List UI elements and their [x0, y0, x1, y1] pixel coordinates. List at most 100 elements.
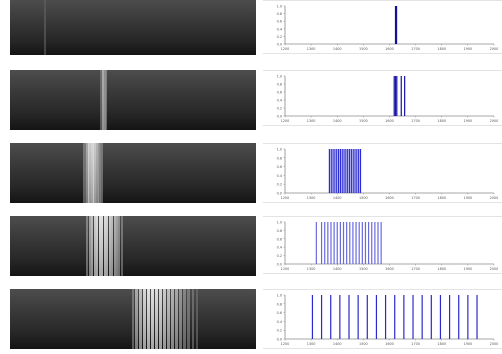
bar	[395, 6, 398, 44]
x-tick-label: 1900	[464, 342, 473, 346]
bar	[358, 149, 360, 193]
bar	[364, 222, 367, 264]
bar	[359, 149, 362, 193]
y-tick-label: 0.2	[277, 254, 282, 258]
y-tick-label: 0.0	[277, 192, 282, 196]
x-tick-label: 1200	[281, 47, 290, 51]
x-tick-label: 1800	[437, 119, 446, 123]
spectral-line	[143, 289, 147, 349]
bar	[327, 222, 329, 264]
x-tick-label: 1300	[307, 342, 316, 346]
spectral-line	[83, 143, 87, 203]
x-tick-label: 1400	[333, 267, 342, 271]
bar	[384, 295, 387, 339]
bar	[403, 295, 405, 339]
bar	[348, 295, 350, 339]
bar	[336, 149, 338, 193]
spectral-line	[86, 216, 89, 276]
x-tick-label: 1700	[411, 267, 420, 271]
y-tick-label: 0.8	[277, 12, 282, 16]
x-tick-label: 2000	[490, 267, 499, 271]
spectral-line	[132, 289, 134, 349]
bar	[371, 222, 373, 264]
y-tick-label: 1.0	[277, 294, 282, 298]
x-tick-label: 1600	[385, 342, 394, 346]
spectrum-strip-3	[10, 143, 256, 203]
y-tick-label: 0.2	[277, 107, 282, 111]
bar	[342, 222, 345, 264]
bar-chart-panel-5: 1.0 0.8 0.6 0.4 0.2 0.0 1200 1300 1400 1500 1600 17…	[263, 289, 502, 349]
bar	[315, 222, 317, 264]
spectrum-strip-4	[10, 216, 256, 276]
x-tick-label: 1800	[437, 47, 446, 51]
x-tick-label: 1600	[385, 267, 394, 271]
bar	[448, 295, 451, 339]
x-tick-label: 1400	[333, 342, 342, 346]
spectral-line	[116, 216, 118, 276]
bar	[356, 149, 358, 193]
bar	[358, 222, 360, 264]
bar	[320, 295, 323, 339]
y-tick-label: 1.0	[277, 75, 282, 79]
bar	[354, 149, 356, 193]
spectral-line	[159, 289, 163, 349]
x-tick-label: 1700	[411, 196, 420, 200]
spectral-line	[175, 289, 179, 349]
bar	[357, 295, 359, 339]
x-tick-label: 1700	[411, 47, 420, 51]
x-tick-label: 1300	[307, 267, 316, 271]
x-tick-label: 1300	[307, 47, 316, 51]
bar	[393, 76, 395, 116]
bar	[330, 222, 332, 264]
x-tick-label: 1200	[281, 119, 290, 123]
bar	[467, 295, 469, 339]
spectral-line	[111, 216, 114, 276]
bar	[361, 222, 363, 264]
spectral-line	[135, 289, 139, 349]
x-tick-label: 1900	[464, 196, 473, 200]
bar-chart-panel-2: 1.0 0.8 0.6 0.4 0.2 0.0 1200 1300 1400 1500 1600 17…	[263, 70, 502, 126]
bar	[320, 222, 323, 264]
x-tick-label: 2000	[490, 119, 499, 123]
bar	[336, 222, 338, 264]
bar-chart-panel-4: 1.0 0.8 0.6 0.4 0.2 0.0 1200 1300 1400 1500 1600 17…	[263, 216, 502, 274]
bar	[348, 149, 351, 193]
bar	[339, 149, 341, 193]
y-tick-label: 0.6	[277, 91, 282, 95]
y-tick-label: 0.8	[277, 302, 282, 306]
bar	[355, 222, 357, 264]
spectral-line	[151, 289, 155, 349]
spectral-line	[88, 216, 91, 276]
x-tick-label: 1200	[281, 196, 290, 200]
bar	[421, 295, 423, 339]
spectral-line	[147, 289, 151, 349]
bar	[347, 149, 349, 193]
bar-chart-panel-3: 1.0 0.8 0.6 0.4 0.2 0.0 1200 1300 1400 1500 1600 17…	[263, 143, 502, 203]
y-tick-label: 0.0	[277, 43, 282, 47]
x-tick-label: 1300	[307, 119, 316, 123]
spectral-line	[91, 216, 94, 276]
y-tick-label: 0.4	[277, 246, 282, 250]
spectral-line	[191, 289, 194, 349]
y-tick-label: 0.4	[277, 174, 282, 178]
y-tick-label: 0.8	[277, 83, 282, 87]
x-tick-label: 1500	[359, 47, 368, 51]
bar	[339, 222, 341, 264]
y-tick-label: 0.8	[277, 156, 282, 160]
spectral-line	[167, 289, 171, 349]
x-tick-label: 1500	[359, 196, 368, 200]
x-tick-label: 1900	[464, 47, 473, 51]
spectral-line	[120, 216, 123, 276]
bar	[332, 149, 334, 193]
x-tick-label: 1800	[437, 342, 446, 346]
bar	[394, 76, 397, 116]
spectral-line	[139, 289, 143, 349]
x-tick-label: 1800	[437, 267, 446, 271]
x-tick-label: 1900	[464, 267, 473, 271]
y-tick-label: 0.6	[277, 165, 282, 169]
y-tick-label: 0.6	[277, 237, 282, 241]
x-tick-label: 1500	[359, 119, 368, 123]
bar	[412, 295, 414, 339]
spectral-line	[93, 143, 97, 203]
